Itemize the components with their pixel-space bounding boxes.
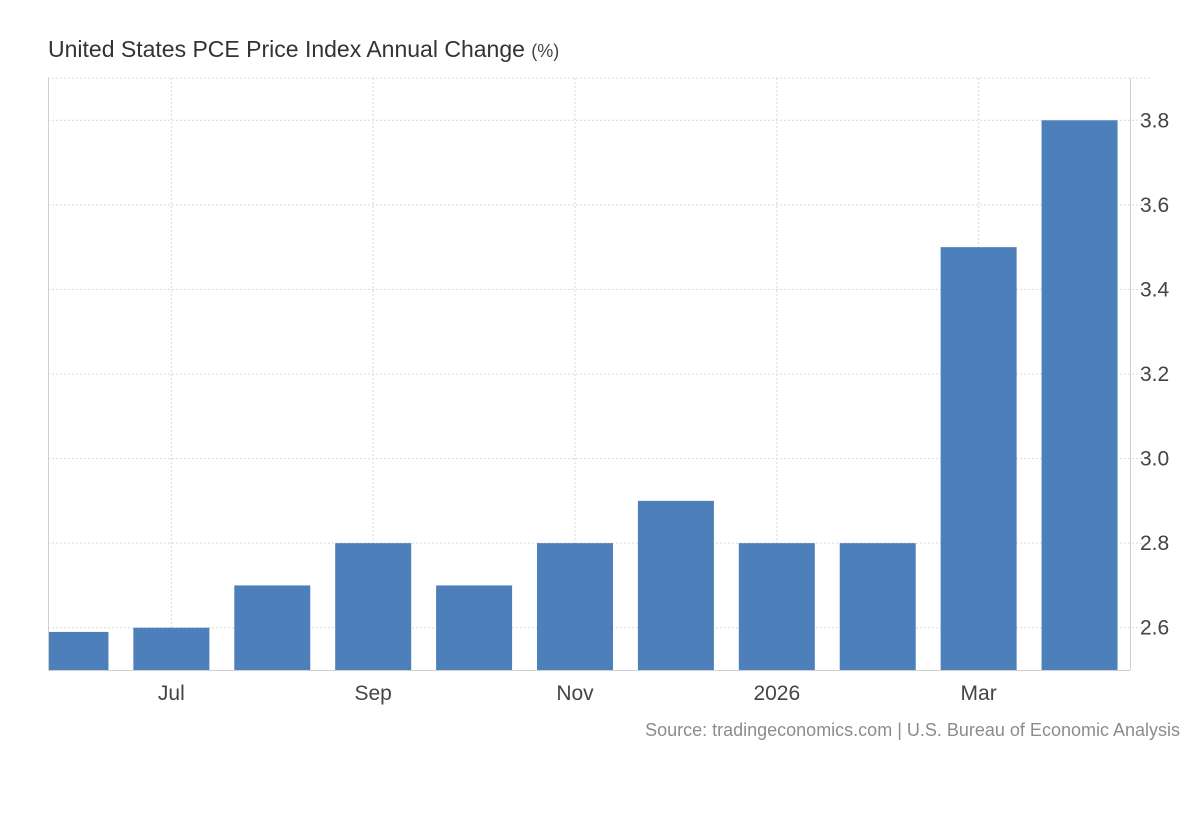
y-tick-label: 3.0 [1140,448,1169,471]
x-tick-label: 2026 [753,682,800,705]
x-tick-label: Nov [556,682,594,705]
bar [537,543,613,670]
chart-title: United States PCE Price Index Annual Cha… [48,36,559,63]
y-axis-ticks: 2.6 2.8 3.0 3.2 3.4 3.6 3.8 [1140,109,1170,639]
x-axis-ticks: Jul Sep Nov 2026 Mar [158,682,997,705]
chart-title-text: United States PCE Price Index Annual Cha… [48,36,525,62]
bar [335,543,412,670]
y-tick-label: 2.8 [1140,532,1169,555]
y-tick-label: 3.8 [1140,109,1169,132]
y-tick-label: 3.4 [1140,278,1170,301]
bar [133,627,210,670]
bar [637,500,714,670]
bar [436,585,513,670]
x-tick-label: Mar [961,682,997,705]
bar [234,585,311,670]
bars [48,120,1118,670]
axes [48,78,1131,671]
y-tick-label: 3.6 [1140,194,1169,217]
chart-title-unit: (%) [531,41,560,61]
x-tick-label: Sep [354,682,391,705]
bar [1041,120,1118,670]
y-tick-label: 2.6 [1140,617,1169,640]
bar [738,543,815,670]
bar [940,247,1017,670]
bar [48,631,109,670]
x-tick-label: Jul [158,682,185,705]
y-tick-label: 3.2 [1140,363,1169,386]
bar [839,543,916,670]
source-note: Source: tradingeconomics.com | U.S. Bure… [645,720,1180,740]
